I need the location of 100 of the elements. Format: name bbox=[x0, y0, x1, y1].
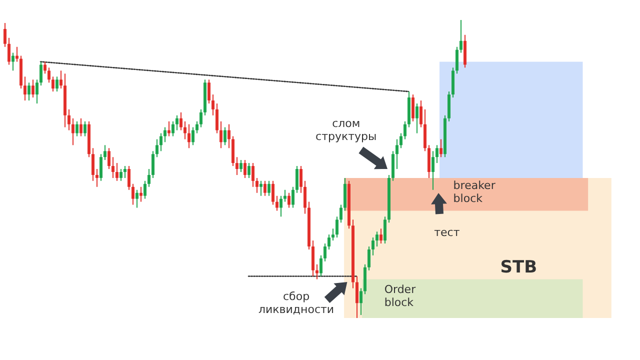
candlestick bbox=[40, 61, 42, 86]
candlestick bbox=[360, 288, 362, 316]
candlestick bbox=[216, 102, 218, 134]
candlestick bbox=[284, 189, 286, 202]
candlestick bbox=[36, 79, 38, 104]
candlestick bbox=[392, 150, 394, 182]
candlestick bbox=[172, 120, 174, 137]
candlestick bbox=[68, 108, 70, 131]
candlestick bbox=[312, 240, 314, 277]
candlestick bbox=[96, 168, 98, 188]
candlestick bbox=[224, 126, 226, 146]
candlestick bbox=[100, 154, 102, 182]
candlestick bbox=[8, 37, 10, 66]
candlestick bbox=[272, 180, 274, 206]
candlestick bbox=[384, 216, 386, 244]
candlestick bbox=[140, 186, 142, 202]
candlestick bbox=[332, 228, 334, 242]
candlestick bbox=[76, 120, 78, 137]
candlestick bbox=[356, 276, 358, 318]
candlestick bbox=[344, 177, 346, 212]
annotation: слом структуры bbox=[316, 117, 377, 143]
candlestick bbox=[32, 79, 34, 98]
candlestick bbox=[232, 136, 234, 167]
candlestick bbox=[80, 118, 82, 137]
candlestick bbox=[440, 138, 442, 158]
candlestick bbox=[428, 144, 430, 178]
candlestick bbox=[128, 166, 130, 190]
candlestick bbox=[4, 22, 6, 48]
candlestick bbox=[180, 112, 182, 131]
candlestick bbox=[464, 34, 466, 68]
candlestick bbox=[296, 166, 298, 194]
candlestick bbox=[212, 94, 214, 116]
candlestick bbox=[24, 76, 26, 101]
candlestick bbox=[456, 46, 458, 74]
candlestick bbox=[44, 61, 46, 74]
candlestick bbox=[152, 150, 154, 178]
candlestick bbox=[72, 118, 74, 146]
candlestick bbox=[208, 79, 210, 104]
candlestick bbox=[252, 162, 254, 188]
candlestick bbox=[132, 183, 134, 206]
annotation: тест bbox=[434, 226, 460, 239]
candlestick bbox=[316, 264, 318, 280]
candlestick bbox=[396, 138, 398, 170]
candlestick bbox=[196, 120, 198, 134]
candlestick bbox=[92, 148, 94, 182]
candlestick bbox=[420, 100, 422, 128]
candlestick bbox=[276, 195, 278, 212]
candlestick bbox=[124, 166, 126, 178]
candlestick bbox=[292, 186, 294, 208]
candlestick bbox=[184, 120, 186, 140]
candlestick bbox=[300, 166, 302, 194]
candlestick bbox=[288, 192, 290, 208]
candlestick bbox=[12, 52, 14, 72]
candlestick bbox=[424, 108, 426, 152]
candlestick bbox=[448, 91, 450, 122]
candlestick bbox=[144, 180, 146, 200]
candlestick bbox=[260, 180, 262, 196]
candlestick bbox=[268, 180, 270, 196]
candlestick bbox=[416, 102, 418, 134]
band-label: STB bbox=[500, 258, 538, 278]
candlestick bbox=[56, 76, 58, 92]
candlestick bbox=[28, 82, 30, 101]
candlestick bbox=[320, 254, 322, 277]
candlestick bbox=[256, 177, 258, 194]
candlestick bbox=[280, 195, 282, 218]
candlestick bbox=[328, 234, 330, 250]
candlestick bbox=[156, 138, 158, 158]
candlestick bbox=[188, 124, 190, 149]
candlestick bbox=[404, 120, 406, 140]
candlestick bbox=[220, 120, 222, 149]
candlestick bbox=[240, 160, 242, 172]
candlestick bbox=[364, 264, 366, 295]
candlestick bbox=[244, 160, 246, 178]
candlestick bbox=[432, 150, 434, 190]
candlestick bbox=[52, 76, 54, 92]
candlestick bbox=[376, 231, 378, 247]
candlestick bbox=[116, 162, 118, 182]
candlestick bbox=[460, 20, 462, 54]
candlestick bbox=[436, 144, 438, 164]
candlestick bbox=[336, 216, 338, 238]
candlestick bbox=[48, 67, 50, 84]
candlestick bbox=[304, 180, 306, 214]
candlestick bbox=[452, 67, 454, 98]
candlestick bbox=[324, 243, 326, 262]
candlestick bbox=[84, 120, 86, 137]
candlestick bbox=[136, 189, 138, 208]
candlestick bbox=[192, 126, 194, 146]
candlestick bbox=[264, 180, 266, 196]
candlestick bbox=[120, 168, 122, 182]
candlestick bbox=[412, 94, 414, 122]
candlestick bbox=[200, 108, 202, 128]
candlestick bbox=[160, 132, 162, 152]
candlestick bbox=[368, 246, 370, 271]
candlestick bbox=[340, 204, 342, 224]
candlestick bbox=[148, 168, 150, 188]
candlestick bbox=[112, 156, 114, 178]
candlestick bbox=[176, 114, 178, 131]
band-label: breaker block bbox=[453, 179, 496, 205]
candlestick bbox=[108, 148, 110, 170]
candlestick bbox=[228, 124, 230, 149]
